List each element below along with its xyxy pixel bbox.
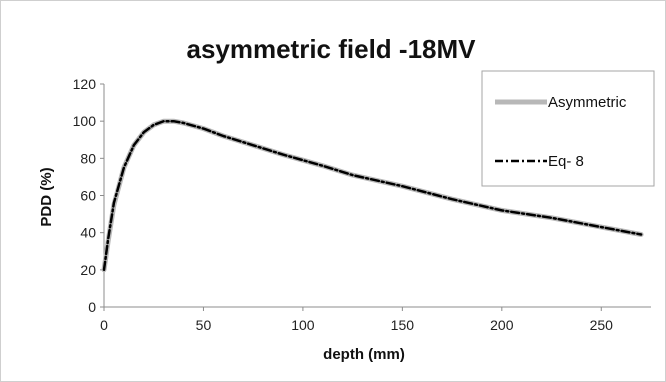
y-tick-label: 60 <box>80 188 96 204</box>
legend-label-eq8: Eq- 8 <box>548 153 584 170</box>
legend: Asymmetric Eq- 8 <box>481 70 655 187</box>
y-axis-title: PDD (%) <box>38 167 55 226</box>
x-tick-labels: 0 50 100 150 200 250 <box>100 307 613 333</box>
y-tick-label: 0 <box>88 299 96 315</box>
y-tick-labels: 0 20 40 60 80 100 120 <box>73 76 104 315</box>
series-line-1 <box>102 119 643 272</box>
x-axis-title: depth (mm) <box>323 346 405 363</box>
y-tick-label: 100 <box>73 113 97 129</box>
y-tick-label: 40 <box>80 225 96 241</box>
y-tick-label: 80 <box>80 150 96 166</box>
legend-box <box>481 70 655 187</box>
y-tick-label: 20 <box>80 262 96 278</box>
series-layer <box>101 118 644 273</box>
x-tick-label: 250 <box>590 317 614 333</box>
x-tick-label: 150 <box>391 317 415 333</box>
legend-label-asymmetric: Asymmetric <box>548 94 627 111</box>
x-tick-label: 200 <box>490 317 514 333</box>
x-tick-label: 0 <box>100 317 108 333</box>
y-tick-label: 120 <box>73 76 97 92</box>
chart-title: asymmetric field -18MV <box>186 34 476 64</box>
x-tick-label: 50 <box>196 317 212 333</box>
x-tick-label: 100 <box>291 317 315 333</box>
